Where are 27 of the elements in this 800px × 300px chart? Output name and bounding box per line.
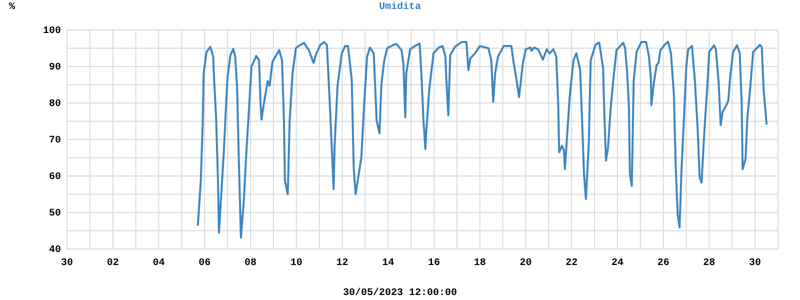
y-tick-label: 90 — [48, 62, 61, 74]
x-tick-label: 06 — [198, 258, 211, 269]
x-tick-label: 26 — [657, 258, 670, 269]
x-tick-label: 04 — [152, 258, 165, 269]
x-tick-label: 28 — [703, 258, 716, 269]
y-tick-label: 60 — [48, 172, 61, 183]
x-tick-label: 16 — [428, 258, 440, 269]
x-tick-label: 10 — [290, 258, 302, 269]
x-tick-label: 14 — [382, 258, 394, 269]
x-tick-label: 30 — [749, 258, 762, 269]
y-tick-label: 80 — [48, 99, 61, 110]
x-tick-label: 30 — [60, 258, 74, 269]
y-axis-title: % — [8, 2, 16, 13]
x-tick-label: 02 — [106, 258, 119, 269]
x-tick-label: 22 — [566, 258, 578, 269]
x-tick-label: 08 — [244, 258, 256, 269]
y-tick-label: 70 — [48, 136, 61, 146]
x-axis-title: 30/05/2023 12:00:00 — [342, 287, 458, 299]
y-tick-label: 50 — [48, 208, 61, 220]
y-tick-label: 40 — [48, 245, 61, 256]
x-tick-label: 12 — [336, 258, 348, 269]
x-tick-label: 18 — [474, 258, 486, 269]
chart-title: Umidita — [378, 1, 422, 13]
x-tick-label: 24 — [611, 258, 624, 269]
x-tick-label: 20 — [520, 258, 532, 269]
line-series — [196, 40, 768, 239]
y-tick-label: 100 — [42, 26, 61, 37]
